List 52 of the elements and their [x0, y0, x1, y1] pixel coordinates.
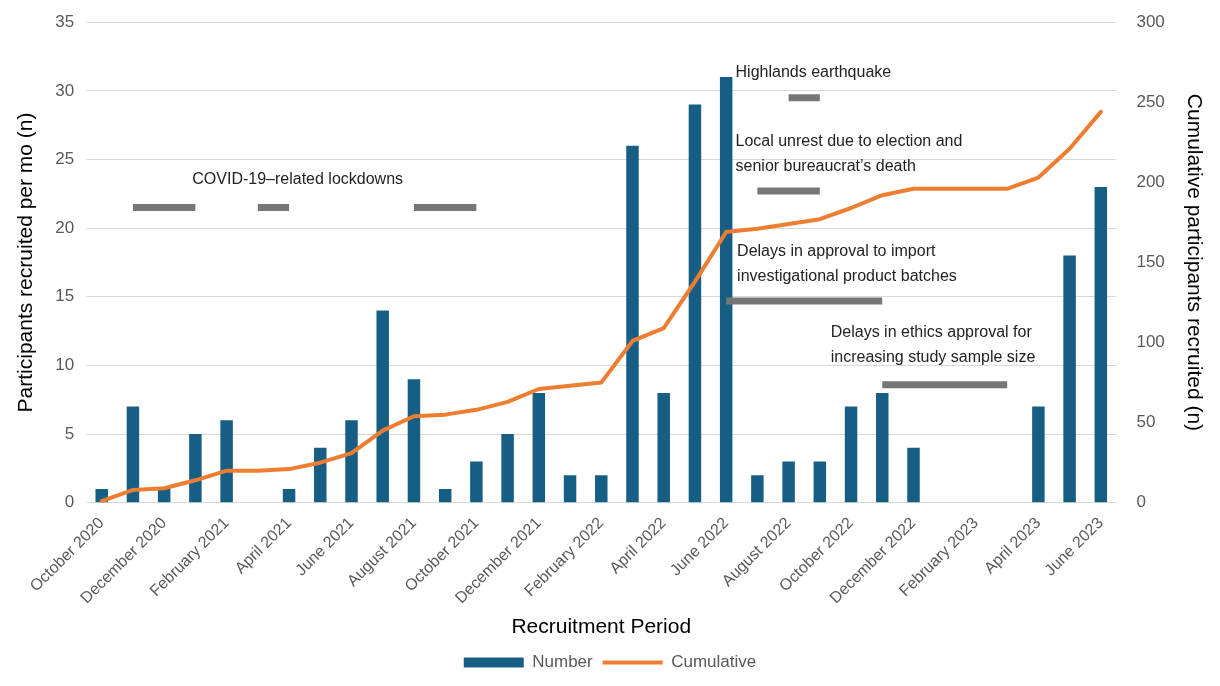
bar [688, 104, 702, 503]
y-tick-label: 25 [55, 149, 75, 169]
bar [1094, 186, 1108, 503]
bar [907, 447, 920, 503]
legend-label: Number [532, 652, 594, 672]
bar [345, 420, 358, 503]
bar [1032, 406, 1045, 503]
annotation: Local unrest due to election and senior bureaucrat’s death [735, 132, 963, 175]
x-axis-title: Recruitment Period [511, 614, 692, 638]
bar [220, 420, 233, 503]
annotation: Highlands earthquake [735, 63, 892, 81]
annotation: COVID-19–related lockdowns [192, 170, 404, 188]
y-tick-label: 15 [55, 286, 75, 306]
y-tick-label: 20 [55, 217, 75, 237]
bar [126, 406, 140, 503]
bar [782, 461, 795, 503]
bar [595, 475, 608, 503]
y-tick-label: 0 [64, 492, 75, 512]
y2-tick-label: 100 [1136, 332, 1165, 352]
bar [470, 461, 483, 503]
bar [1063, 255, 1076, 503]
annotation: Delays in approval to import investigational product batches [737, 241, 957, 284]
bar [438, 489, 452, 503]
bar [314, 447, 327, 503]
bar [501, 434, 514, 503]
y-tick-label: 30 [55, 80, 75, 100]
y-tick-label: 35 [55, 11, 75, 31]
y2-tick-label: 50 [1136, 412, 1156, 432]
bar [376, 310, 389, 503]
bar [813, 461, 827, 503]
y2-tick-label: 200 [1136, 172, 1165, 192]
legend-label: Cumulative [671, 652, 757, 672]
bar [626, 145, 639, 503]
bar [407, 379, 421, 503]
bar [657, 392, 670, 503]
bar [844, 406, 858, 503]
y2-tick-label: 0 [1136, 492, 1146, 512]
bar [532, 392, 546, 503]
y2-tick-label: 150 [1136, 252, 1165, 272]
y2-tick-label: 250 [1136, 91, 1165, 111]
bar [719, 77, 733, 503]
bar [563, 475, 577, 503]
bar [876, 392, 889, 503]
y-tick-label: 5 [64, 423, 75, 443]
y-axis-title: Participants recruited per mo (n) [13, 112, 37, 413]
annotation: Delays in ethics approval for increasing study sample size [830, 322, 1036, 365]
bar [189, 434, 202, 503]
y-tick-label: 10 [55, 355, 75, 375]
bar [751, 475, 764, 503]
y2-tick-label: 300 [1136, 11, 1165, 31]
bar [282, 489, 296, 503]
y2-axis-title: Cumulative participants recruited (n) [1183, 93, 1207, 432]
